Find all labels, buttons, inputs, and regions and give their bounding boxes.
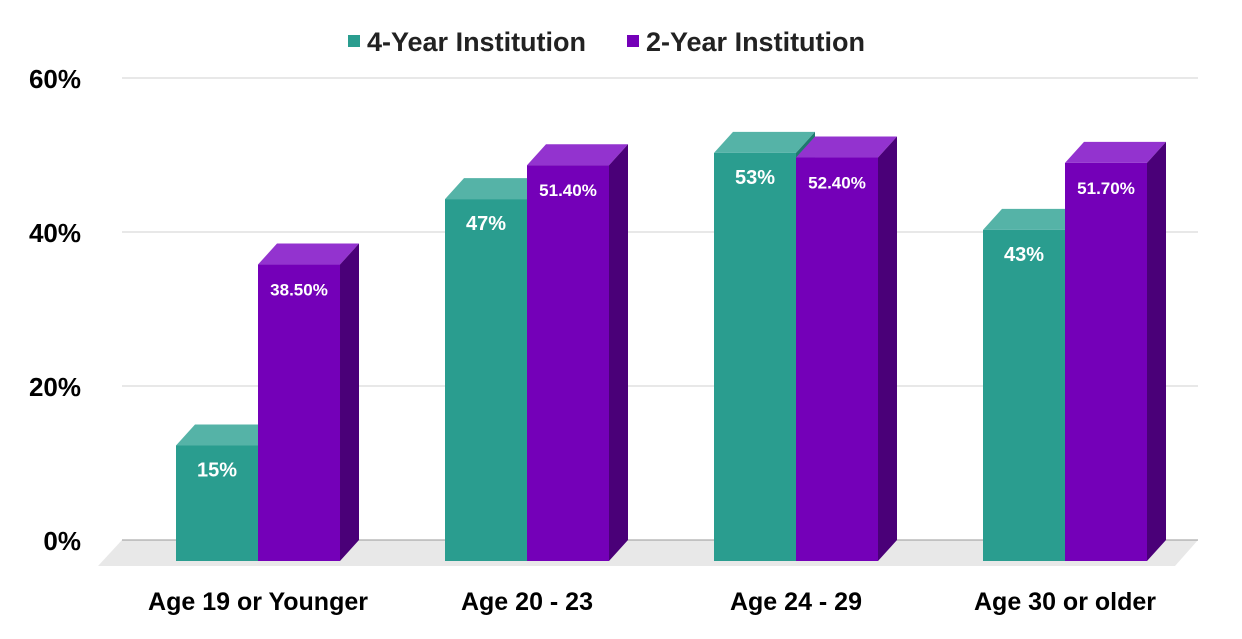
data-label: 15%	[197, 460, 237, 482]
bar-2-year-institution-age-20-23: 51.40%	[527, 144, 628, 561]
data-label: 51.40%	[539, 181, 597, 200]
bar-side-face	[1147, 141, 1166, 561]
bar-top-face	[796, 136, 897, 158]
bar-2-year-institution-age-24-29: 52.40%	[796, 136, 897, 561]
y-tick-label: 0%	[43, 526, 81, 556]
bars: 15% 38.50% 47% 51.40% 53% 52.40% 43% 51.70%	[176, 131, 1166, 562]
bar-2-year-institution-age-30-or-older: 51.70%	[1065, 141, 1166, 561]
bar-top-face	[258, 243, 359, 265]
floor-plane	[98, 540, 1198, 566]
y-tick-label: 60%	[29, 64, 81, 94]
bar-front-face	[527, 165, 609, 561]
bar-front-face	[796, 157, 878, 561]
legend-item-4-year-institution: 4-Year Institution	[348, 27, 586, 57]
bar-top-face	[714, 131, 815, 153]
bar-top-face	[1065, 141, 1166, 163]
data-label: 51.70%	[1077, 179, 1135, 198]
bar-top-face	[527, 144, 628, 166]
y-tick-label: 20%	[29, 372, 81, 402]
bar-front-face	[445, 199, 527, 561]
bar-front-face	[983, 229, 1065, 561]
x-tick-label: Age 24 - 29	[730, 588, 862, 616]
data-label: 43%	[1004, 244, 1044, 266]
bar-front-face	[258, 264, 340, 561]
x-tick-label: Age 20 - 23	[461, 588, 593, 616]
x-tick-label: Age 19 or Younger	[148, 588, 368, 616]
bar-front-face	[176, 445, 258, 561]
x-axis: Age 19 or Younger Age 20 - 23 Age 24 - 29 A…	[148, 588, 1156, 616]
bar-front-face	[1065, 162, 1147, 561]
y-tick-label: 40%	[29, 218, 81, 248]
bar-top-face	[983, 208, 1084, 230]
bar-2-year-institution-age-19-or-younger: 38.50%	[258, 243, 359, 562]
legend-swatch	[348, 35, 360, 47]
data-label: 38.50%	[270, 281, 328, 300]
bar-front-face	[714, 152, 796, 561]
bar-side-face	[340, 243, 359, 562]
bar-top-face	[445, 178, 546, 200]
y-axis: 0% 20% 40% 60%	[29, 64, 81, 556]
data-label: 53%	[735, 167, 775, 189]
x-tick-label: Age 30 or older	[974, 588, 1156, 616]
bar-side-face	[609, 144, 628, 561]
data-label: 47%	[466, 213, 506, 235]
legend-swatch	[627, 35, 639, 47]
bar-side-face	[878, 136, 897, 561]
data-label: 52.40%	[808, 174, 866, 193]
legend-label: 2-Year Institution	[646, 27, 865, 57]
bar-top-face	[176, 424, 277, 446]
legend-label: 4-Year Institution	[367, 27, 586, 57]
legend-item-2-year-institution: 2-Year Institution	[627, 27, 865, 57]
legend: 4-Year Institution 2-Year Institution	[348, 27, 865, 57]
